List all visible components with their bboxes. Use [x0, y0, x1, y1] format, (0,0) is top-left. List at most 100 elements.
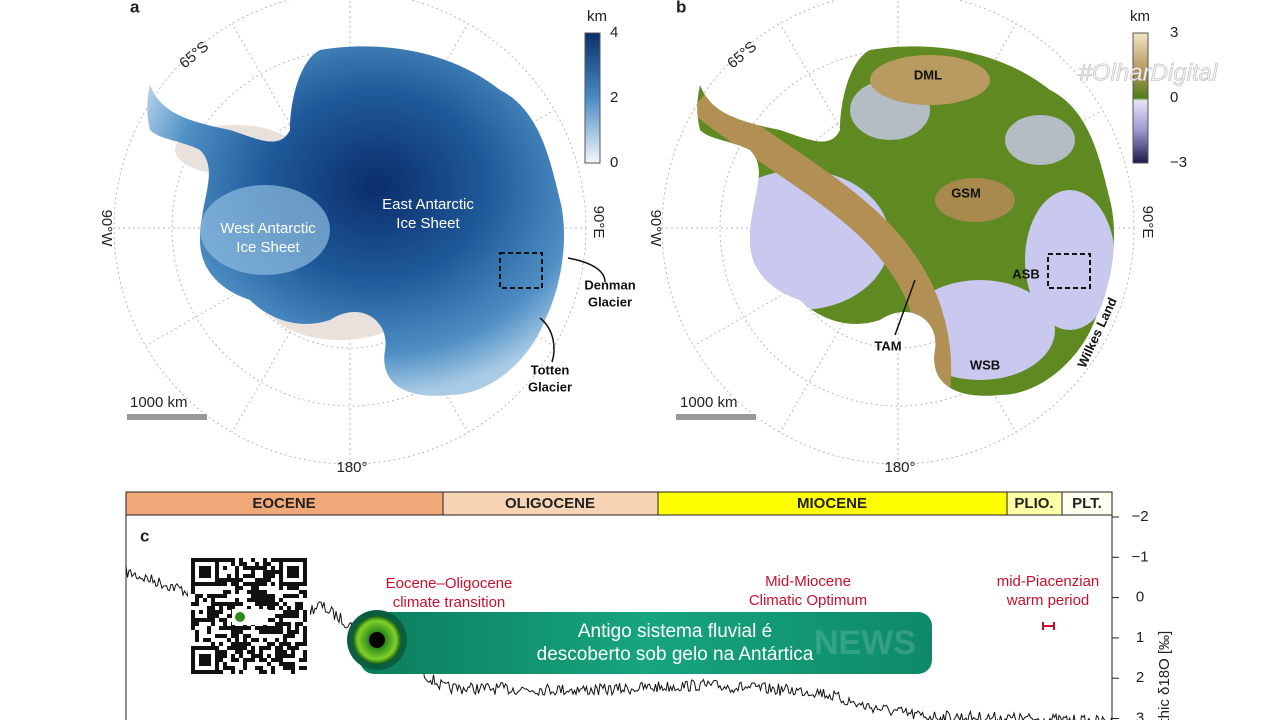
- qr-module: [191, 662, 195, 666]
- qr-module: [259, 578, 263, 582]
- qr-module: [283, 622, 287, 626]
- qr-module: [227, 638, 231, 642]
- qr-module: [243, 638, 247, 642]
- qr-module: [259, 598, 263, 602]
- arrow: [894, 279, 916, 336]
- y-tick-label: −2: [1131, 508, 1148, 525]
- qr-module: [215, 650, 219, 654]
- qr-module: [207, 670, 211, 674]
- longitude-label: 90°E: [1139, 206, 1156, 239]
- qr-module: [271, 558, 275, 562]
- qr-module: [267, 578, 271, 582]
- qr-module: [235, 570, 239, 574]
- qr-module: [303, 634, 307, 638]
- qr-module: [259, 650, 263, 654]
- qr-module: [303, 610, 307, 614]
- qr-module: [195, 646, 199, 650]
- arrow: [567, 257, 606, 283]
- qr-module: [215, 558, 219, 562]
- qr-module: [271, 658, 275, 662]
- qr-module: [259, 582, 263, 586]
- graticule-line: [897, 23, 1017, 229]
- qr-module: [207, 626, 211, 630]
- headline: Antigo sistema fluvial é: [578, 621, 772, 642]
- qr-module: [271, 642, 275, 646]
- qr-module: [299, 558, 303, 562]
- qr-module: [279, 650, 283, 654]
- qr-module: [251, 638, 255, 642]
- qr-module: [219, 634, 223, 638]
- headline: descoberto sob gelo na Antártica: [537, 644, 814, 665]
- qr-module: [219, 602, 223, 606]
- period-bar: [1042, 622, 1055, 630]
- qr-module: [223, 582, 227, 586]
- qr-module: [243, 642, 247, 646]
- qr-module: [243, 574, 247, 578]
- colorbar-tick: 2: [610, 89, 618, 106]
- qr-module: [259, 646, 263, 650]
- qr-module: [235, 582, 239, 586]
- qr-module: [259, 658, 263, 662]
- qr-module: [271, 606, 275, 610]
- qr-module: [279, 586, 283, 590]
- qr-module: [203, 598, 207, 602]
- qr-module: [207, 594, 211, 598]
- qr-module: [215, 602, 219, 606]
- qr-module: [271, 598, 275, 602]
- qr-module: [207, 638, 211, 642]
- qr-module: [255, 586, 259, 590]
- qr-module: [191, 654, 195, 658]
- qr-module: [243, 626, 247, 630]
- qr-module: [207, 582, 211, 586]
- qr-module: [231, 630, 235, 634]
- y-tick-label: 2: [1136, 669, 1144, 686]
- qr-module: [211, 598, 215, 602]
- qr-module: [207, 606, 211, 610]
- arrow: [539, 317, 555, 363]
- qr-module: [219, 642, 223, 646]
- epoch-band: [1061, 491, 1113, 516]
- qr-module: [243, 646, 247, 650]
- qr-module: [263, 626, 267, 630]
- qr-module: [271, 566, 275, 570]
- qr-module: [227, 574, 231, 578]
- qr-module: [295, 566, 299, 570]
- study-box: [499, 252, 543, 289]
- qr-module: [219, 618, 223, 622]
- qr-code: [191, 558, 307, 674]
- qr-module: [239, 586, 243, 590]
- y-axis-label: Benthic δ18O [‰]: [1156, 631, 1173, 720]
- qr-module: [231, 654, 235, 658]
- qr-module: [203, 670, 207, 674]
- glacier-label: Totten: [531, 362, 570, 377]
- qr-module: [235, 630, 239, 634]
- qr-module: [219, 658, 223, 662]
- qr-module: [275, 614, 279, 618]
- qr-module: [235, 566, 239, 570]
- qr-module: [287, 646, 291, 650]
- qr-module: [303, 578, 307, 582]
- qr-module: [195, 594, 199, 598]
- qr-module: [239, 646, 243, 650]
- qr-module: [263, 582, 267, 586]
- qr-module: [203, 638, 207, 642]
- qr-module: [283, 642, 287, 646]
- qr-module: [255, 590, 259, 594]
- qr-module: [291, 610, 295, 614]
- qr-module: [299, 642, 303, 646]
- qr-module: [279, 562, 283, 566]
- qr-module: [255, 666, 259, 670]
- qr-module: [303, 630, 307, 634]
- qr-module: [231, 562, 235, 566]
- qr-module: [227, 558, 231, 562]
- qr-module: [195, 622, 199, 626]
- qr-module: [291, 614, 295, 618]
- west-sheet-area: [200, 185, 330, 275]
- qr-module: [275, 654, 279, 658]
- qr-module: [279, 606, 283, 610]
- panel-label: c: [140, 526, 149, 545]
- colorbar: [584, 32, 601, 164]
- qr-module: [247, 650, 251, 654]
- qr-module: [255, 602, 259, 606]
- qr-module: [263, 562, 267, 566]
